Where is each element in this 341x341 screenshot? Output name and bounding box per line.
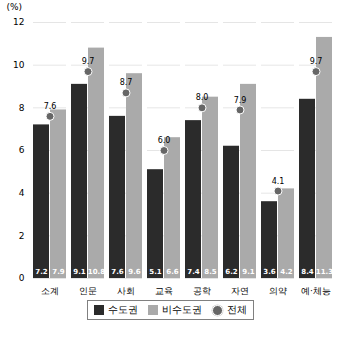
svg-text:6.6: 6.6 [166,268,179,276]
svg-text:교육: 교육 [155,286,173,296]
svg-text:9.1: 9.1 [242,268,255,276]
html-text:비수도권: 비수도권 [162,304,202,315]
svg-text:7.6: 7.6 [44,102,57,111]
svg-text:8.4: 8.4 [301,268,314,276]
svg-text:소계: 소계 [41,286,59,296]
svg-text:11.3: 11.3 [316,268,333,276]
html-text:전체: 전체 [227,304,247,315]
svg-text:3.6: 3.6 [263,268,276,276]
svg-text:6: 6 [19,145,25,155]
svg-text:공학: 공학 [193,286,211,296]
svg-text:인문: 인문 [79,286,97,296]
svg-text:8.0: 8.0 [196,93,209,102]
svg-text:5.1: 5.1 [149,268,162,276]
svg-text:6.2: 6.2 [225,268,238,276]
svg-text:7.9: 7.9 [234,96,247,105]
svg-text:4: 4 [19,188,25,198]
svg-text:7.6: 7.6 [111,268,124,276]
svg-text:7.4: 7.4 [187,268,200,276]
svg-text:0: 0 [19,273,25,283]
svg-text:(%): (%) [7,2,23,12]
svg-text:9.7: 9.7 [310,57,323,66]
svg-text:예·체능: 예·체능 [301,286,331,296]
svg-text:8.7: 8.7 [120,78,133,87]
svg-text:12: 12 [13,17,24,27]
svg-text:8.5: 8.5 [204,268,217,276]
html-text:수도권: 수도권 [108,304,138,315]
svg-text:9.6: 9.6 [128,268,141,276]
svg-text:10.8: 10.8 [88,268,105,276]
svg-text:4.1: 4.1 [272,177,285,186]
svg-text:7.9: 7.9 [52,268,65,276]
svg-text:8: 8 [19,103,25,113]
svg-text:자연: 자연 [231,286,249,296]
svg-text:사회: 사회 [117,286,135,296]
svg-text:10: 10 [13,60,25,70]
svg-text:4.2: 4.2 [280,268,293,276]
svg-text:의약: 의약 [269,286,287,296]
svg-text:9.1: 9.1 [73,268,86,276]
svg-text:6.0: 6.0 [158,136,171,145]
svg-text:7.2: 7.2 [35,268,48,276]
svg-text:9.7: 9.7 [82,57,95,66]
svg-text:2: 2 [19,231,25,241]
